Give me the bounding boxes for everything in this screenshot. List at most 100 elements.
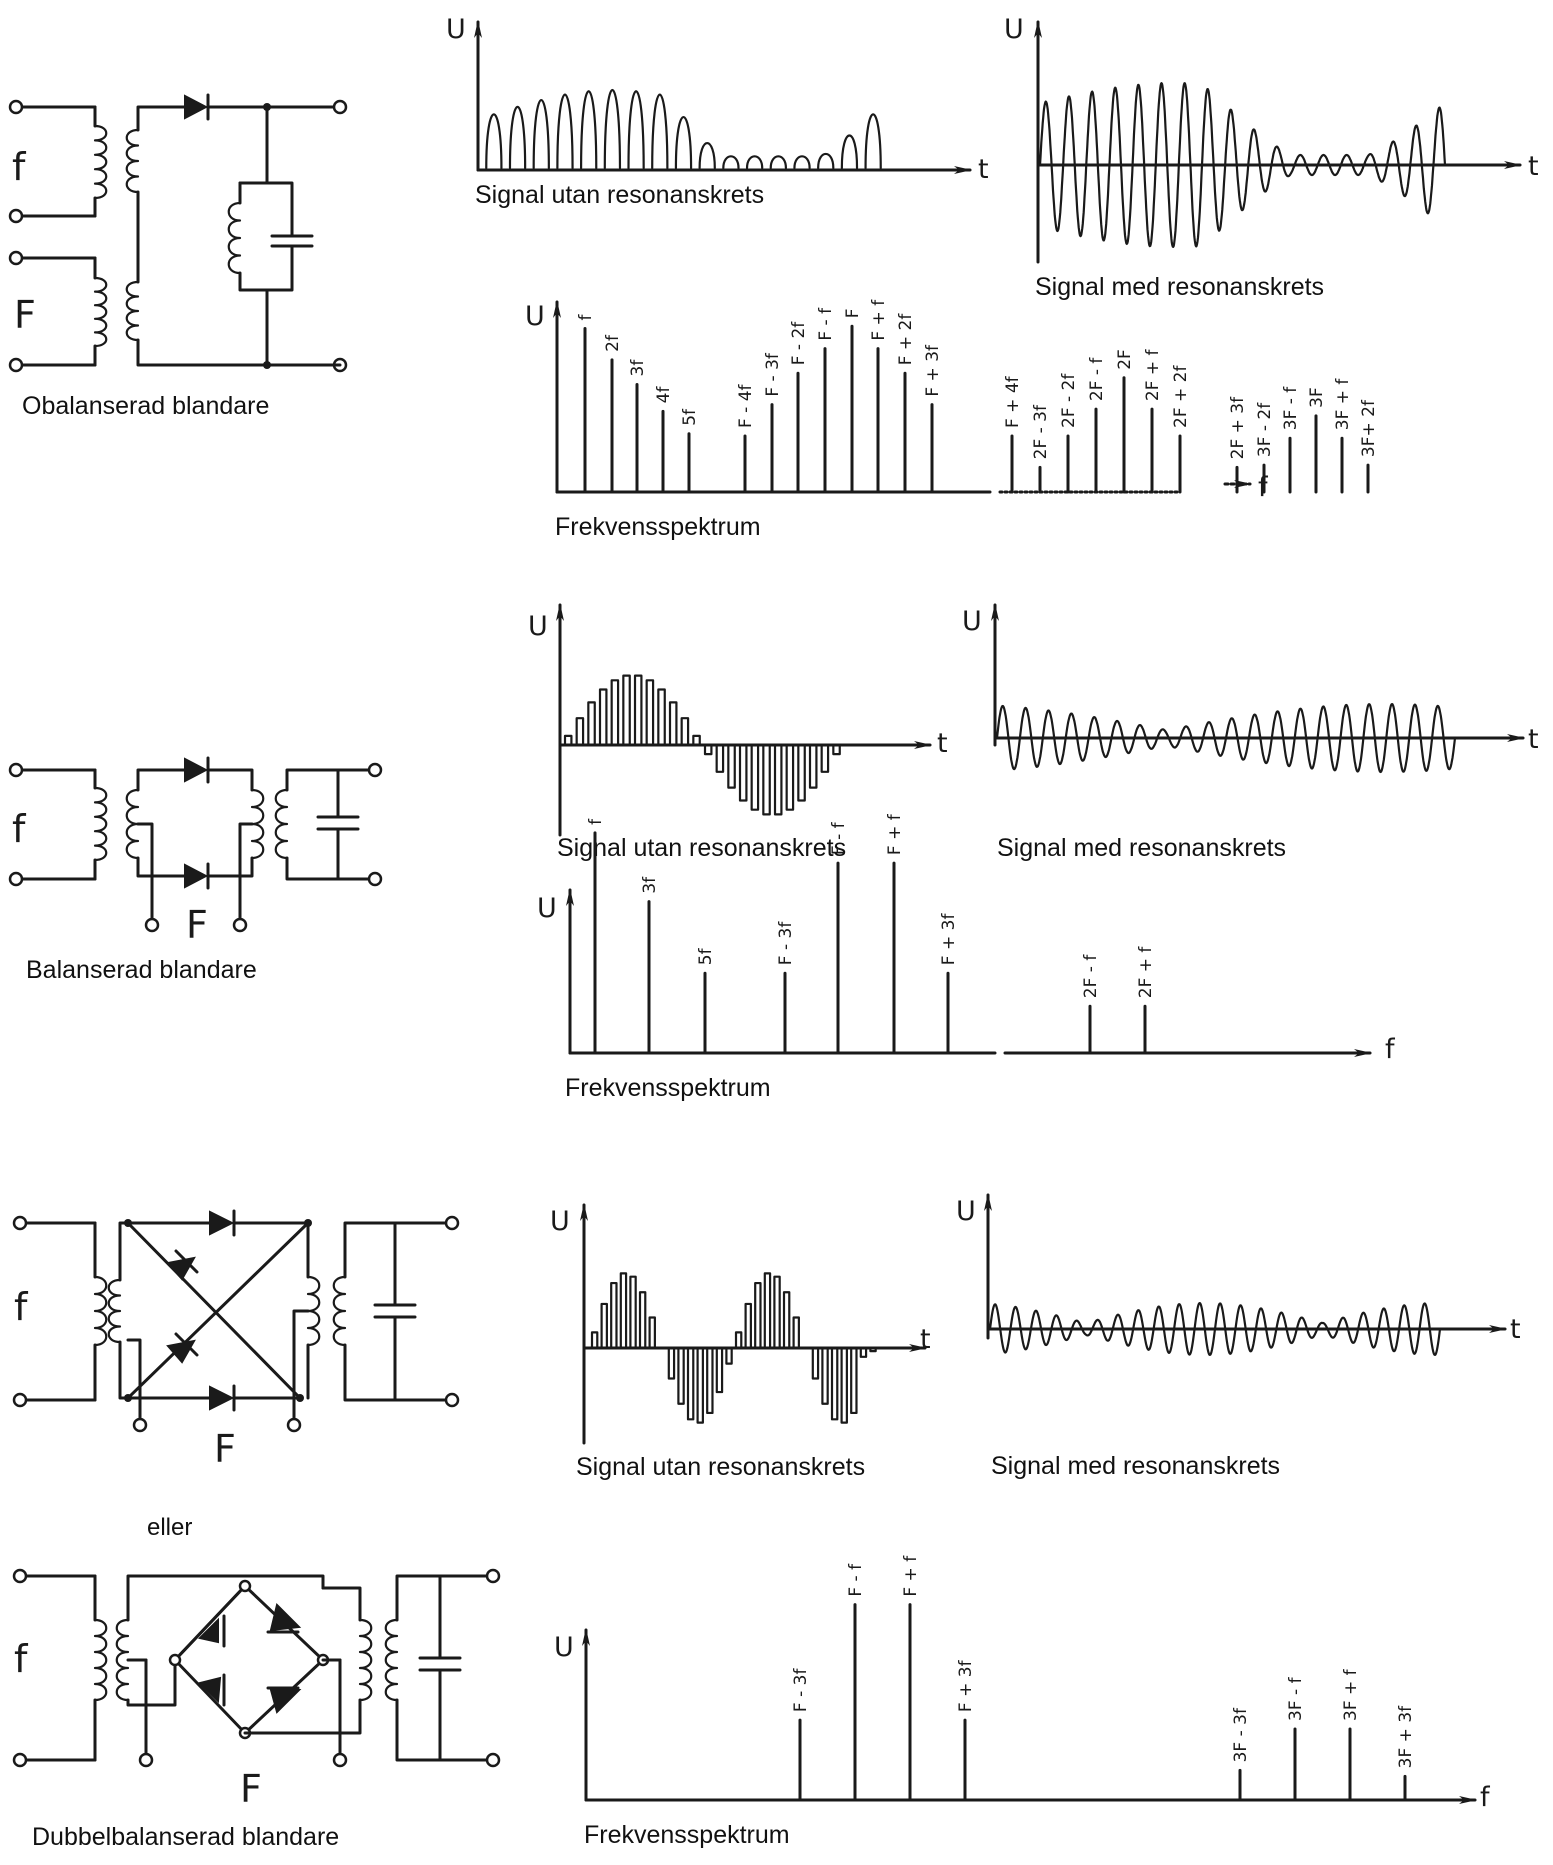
u-axis-label: U xyxy=(525,301,545,332)
spectrum-line-label: F - f xyxy=(816,307,836,341)
spectrum-line-label: 3f xyxy=(628,359,648,377)
input-f-label: f xyxy=(14,1637,29,1681)
u-axis-label: U xyxy=(956,1196,976,1227)
spectrum-line-label: F xyxy=(843,308,863,318)
spectrum-line-label: 2F + f xyxy=(1136,946,1156,999)
spectrum-caption: Frekvensspektrum xyxy=(584,1821,790,1849)
spectrum-line-label: F + 4f xyxy=(1003,375,1023,428)
coil-right-primary xyxy=(358,1618,373,1702)
coil-left-secondary xyxy=(107,1278,122,1344)
double-balanced-mixer-circuit-a: f F eller xyxy=(12,1209,460,1541)
spectrum-line-label: 5f xyxy=(696,947,716,965)
spectrum-line-label: F + f xyxy=(901,1555,921,1597)
capacitor-icon xyxy=(270,228,314,255)
spectrum-line-label: 3F + f xyxy=(1341,1668,1361,1721)
spectrum-line-label: 3F - 2f xyxy=(1255,402,1275,457)
circuit-title: Dubbelbalanserad blandare xyxy=(32,1823,339,1851)
coil-output-secondary xyxy=(332,1275,347,1347)
t-axis-label: t xyxy=(1510,1314,1521,1345)
signal-waveform xyxy=(485,89,882,170)
spectrum-line-label: F - 3f xyxy=(763,352,783,397)
t-axis-label: t xyxy=(978,154,989,185)
t-axis-label: t xyxy=(937,728,948,759)
spectrum-line-label: 3F + f xyxy=(1333,378,1353,431)
u-axis-label: U xyxy=(550,1206,570,1237)
signal-with-resonance-2: U t Signal med resonanskrets xyxy=(962,603,1539,862)
spectrum-line-label: F - 2f xyxy=(789,321,809,366)
spectrum-line-label: 3F + 3f xyxy=(1396,1705,1416,1768)
coil-secondary-lower xyxy=(125,280,140,342)
signal-waveform xyxy=(995,703,1457,774)
spectrum-line-label: F + 2f xyxy=(896,313,916,366)
spectrum-caption: Frekvensspektrum xyxy=(555,513,761,541)
coil-right-primary xyxy=(306,1275,321,1347)
diode-icon xyxy=(184,93,210,121)
spectrum-line-label: 3F xyxy=(1307,387,1327,408)
spectrum-lines: f 2f 3f 4f 5f F - 4f F - 3f F - 2f F - f F F + f F … xyxy=(576,299,1379,494)
signal-caption: Signal med resonanskrets xyxy=(991,1452,1280,1480)
spectrum-line-label: 2F - f xyxy=(1081,954,1101,999)
spectrum-line-label: 2f xyxy=(603,334,623,352)
spectrum-line-label: F + 3f xyxy=(956,1659,976,1712)
coil-f-primary xyxy=(93,786,108,862)
signal-caption: Signal utan resonanskrets xyxy=(576,1453,865,1481)
u-axis-label: U xyxy=(1004,14,1024,45)
spectrum-line-label: F - f xyxy=(829,821,849,855)
spectrum-line-label: 3F - f xyxy=(1286,1676,1306,1721)
t-axis-label: t xyxy=(1528,724,1539,755)
frequency-spectrum-3: U f F - 3f F - f F + f F + 3f 3F - 3f 3F - f 3… xyxy=(554,1555,1491,1849)
coil-f-primary xyxy=(93,124,108,200)
f-axis-label: f xyxy=(1385,1034,1396,1065)
spectrum-line-label: f xyxy=(586,818,606,825)
capacitor-icon xyxy=(316,815,360,831)
spectrum-line-label: 2F + 2f xyxy=(1171,365,1191,428)
u-axis-label: U xyxy=(962,606,982,637)
input-f-label: f xyxy=(12,807,27,851)
input-F-label: F xyxy=(240,1767,262,1811)
spectrum-line-label: F + f xyxy=(885,813,905,855)
double-balanced-mixer-circuit-b: f F Dubbelbalanserad blandare xyxy=(12,1568,501,1851)
coil-output-secondary xyxy=(274,788,289,860)
signal-waveform xyxy=(590,1272,877,1424)
spectrum-line-label: F - 4f xyxy=(736,383,756,428)
spectrum-line-label: 2F + 3f xyxy=(1228,396,1248,459)
spectrum-line-label: F - 3f xyxy=(791,1668,811,1713)
frequency-spectrum-1: U f f 2f 3f 4f 5f F - 4f F - 3f F - 2f F - f F F +… xyxy=(525,299,1379,541)
signal-without-resonance-2: U t Signal utan resonanskrets xyxy=(528,603,948,862)
spectrum-line-label: 2F + f xyxy=(1143,348,1163,401)
diode-icon xyxy=(184,756,210,784)
signal-with-resonance-3: U t Signal med resonanskrets xyxy=(956,1193,1521,1480)
input-F-label: F xyxy=(214,1427,236,1471)
coil-output-secondary xyxy=(384,1618,399,1702)
spectrum-line-label: 2F xyxy=(1115,349,1135,370)
diode-icon xyxy=(184,862,210,890)
signal-waveform xyxy=(1038,82,1447,248)
unbalanced-mixer-circuit: f F Obalanserad blandare xyxy=(8,93,348,420)
spectrum-line-label: 5f xyxy=(680,408,700,426)
circuit-title: Balanserad blandare xyxy=(26,956,257,984)
spectrum-caption: Frekvensspektrum xyxy=(565,1074,771,1102)
coil-F-primary xyxy=(93,276,108,348)
u-axis-label: U xyxy=(537,893,557,924)
coil-left-secondary xyxy=(115,1618,130,1702)
diode-icon xyxy=(209,1209,236,1237)
frequency-spectrum-2: U f f 3f 5f F - 3f F - f F + f F + 3f 2F - f 2F … xyxy=(537,813,1396,1102)
diode-icon xyxy=(209,1384,236,1412)
spectrum-line-label: f xyxy=(576,313,596,320)
spectrum-line-label: 2F - 3f xyxy=(1031,404,1051,459)
coil-f-primary xyxy=(93,1275,108,1347)
signal-without-resonance-1: U t Signal utan resonanskrets xyxy=(446,14,989,209)
u-axis-label: U xyxy=(554,1632,574,1663)
input-f-label: f xyxy=(12,145,27,189)
capacitor-icon xyxy=(373,1303,417,1319)
separator-eller: eller xyxy=(147,1514,192,1541)
spectrum-line-label: 2F - 2f xyxy=(1059,373,1079,428)
spectrum-line-label: F + 3f xyxy=(923,344,943,397)
coil-left-secondary xyxy=(125,788,140,860)
u-axis-label: U xyxy=(446,14,466,45)
signal-caption: Signal med resonanskrets xyxy=(997,834,1286,862)
spectrum-line-label: F - 3f xyxy=(776,921,796,966)
spectrum-line-label: 2F - f xyxy=(1087,357,1107,402)
diode-icon xyxy=(198,1673,226,1707)
